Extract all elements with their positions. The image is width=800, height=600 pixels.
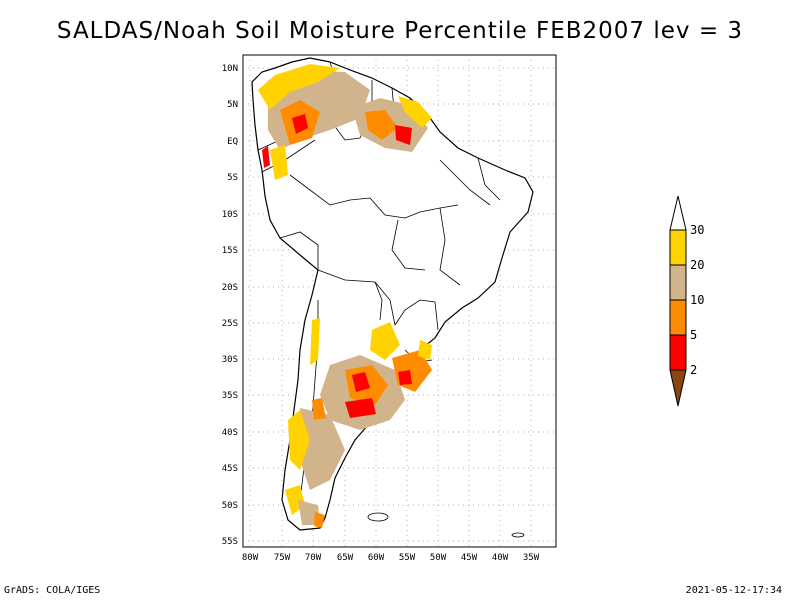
shading-fuego-orange — [314, 512, 325, 528]
lat-label: 55S — [222, 537, 238, 547]
lon-label: 75W — [274, 553, 291, 563]
legend-bottom-triangle — [669, 369, 687, 407]
lon-label: 55W — [399, 553, 416, 563]
legend-labels: 30 20 10 5 2 — [690, 223, 704, 377]
map-title: SALDAS/Noah Soil Moisture Percentile FEB… — [56, 18, 744, 44]
shading-patagonia-yellow — [288, 410, 310, 470]
shading-patagonia-orange — [312, 398, 326, 420]
soil-moisture-shading — [258, 64, 432, 528]
shading-north-yellow — [258, 64, 340, 110]
color-legend — [669, 195, 687, 407]
lat-label: 5S — [227, 173, 238, 183]
lon-label: 80W — [242, 553, 259, 563]
islands — [367, 512, 525, 538]
shading-chile-yellow — [310, 318, 320, 365]
legend-label: 5 — [690, 328, 697, 342]
shading-uruguay-red — [398, 370, 412, 385]
shading-parana-yellow — [370, 322, 400, 360]
shading-guiana-orange — [365, 110, 398, 140]
shading-pampas-red-2 — [345, 398, 376, 418]
footer-credit: GrADS: COLA/IGES — [4, 585, 101, 596]
lat-label: 20S — [222, 283, 238, 293]
lat-label: 10S — [222, 210, 238, 220]
lat-label: 15S — [222, 246, 238, 256]
lat-label: 25S — [222, 319, 238, 329]
lon-label: 35W — [523, 553, 540, 563]
lat-label: 45S — [222, 464, 238, 474]
shading-andes-yellow — [270, 145, 288, 180]
lat-label: 50S — [222, 501, 238, 511]
lon-label: 40W — [492, 553, 509, 563]
lat-label: 5N — [227, 100, 238, 110]
lon-label: 60W — [368, 553, 385, 563]
legend-label: 30 — [690, 223, 704, 237]
legend-box-tan — [669, 264, 687, 301]
shading-uruguay-yellow — [418, 340, 432, 360]
legend-top-triangle — [669, 195, 687, 231]
legend-label: 10 — [690, 293, 704, 307]
shading-guiana-yellow — [398, 96, 432, 128]
legend-box-yellow — [669, 229, 687, 266]
lat-label: 40S — [222, 428, 238, 438]
lat-label: EQ — [227, 137, 238, 147]
lat-label: 10N — [222, 64, 238, 74]
shading-patagonia-tan — [300, 408, 345, 490]
lon-label: 65W — [337, 553, 354, 563]
footer-timestamp: 2021-05-12-17:34 — [685, 585, 782, 596]
legend-label: 2 — [690, 363, 697, 377]
lon-label: 45W — [461, 553, 478, 563]
lat-label: 35S — [222, 391, 238, 401]
lon-label: 70W — [305, 553, 322, 563]
latitude-labels: 10N 5N EQ 5S 10S 15S 20S 25S 30S 35S 40S… — [222, 64, 238, 547]
legend-label: 20 — [690, 258, 704, 272]
shading-north-red — [292, 114, 308, 134]
longitude-labels: 80W 75W 70W 65W 60W 55W 50W 45W 40W 35W — [242, 553, 540, 563]
shading-guiana-red — [395, 125, 412, 145]
lon-label: 50W — [430, 553, 447, 563]
lat-label: 30S — [222, 355, 238, 365]
shading-fuego-tan — [298, 500, 320, 525]
legend-box-red — [669, 334, 687, 371]
shading-pampas-red-1 — [352, 372, 370, 392]
shading-andes-red — [262, 146, 270, 168]
legend-box-orange — [669, 299, 687, 336]
